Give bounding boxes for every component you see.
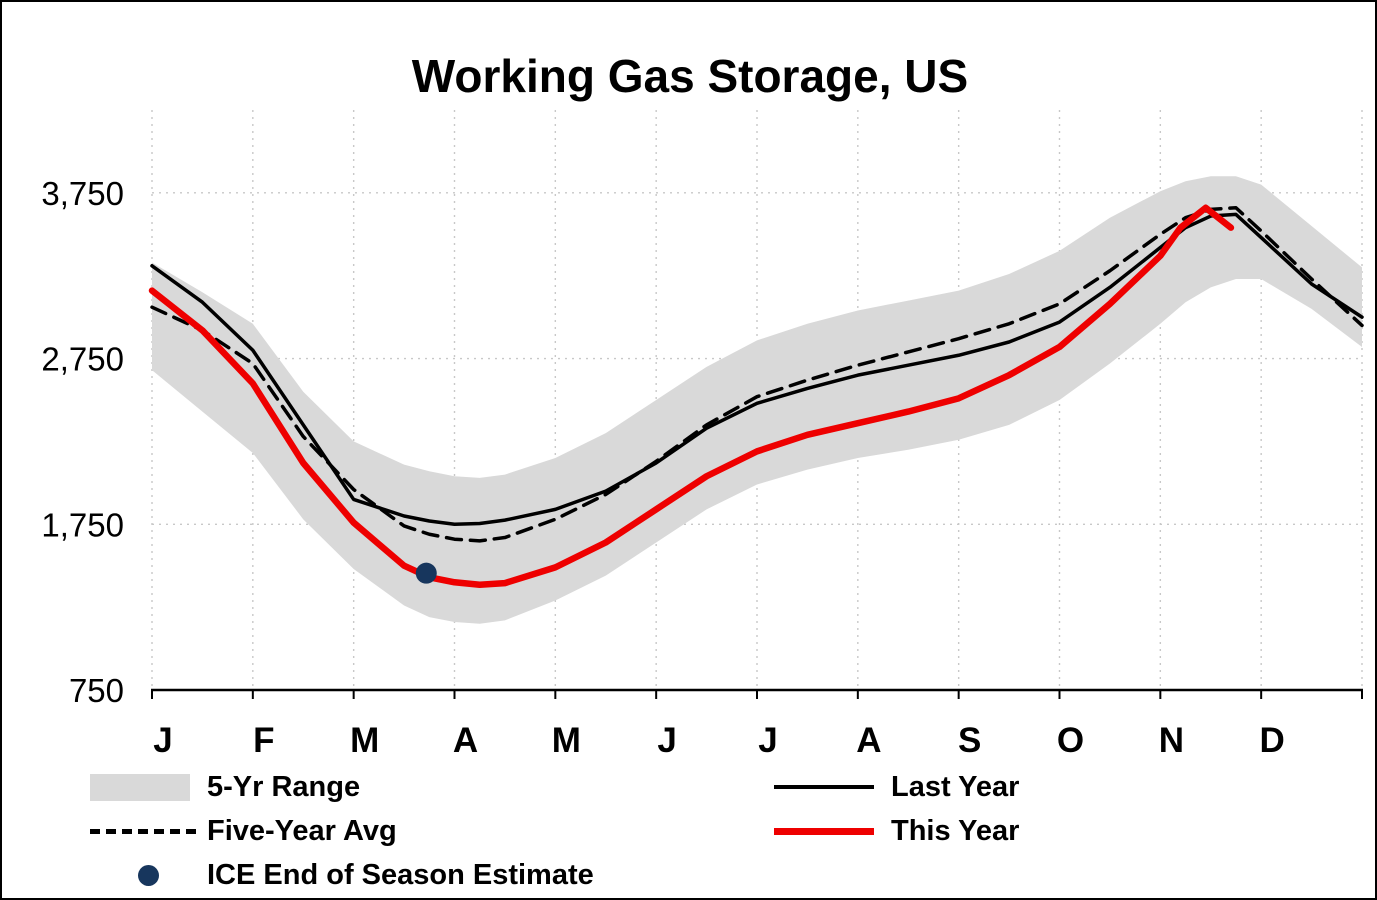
legend-label-five-year-avg: Five-Year Avg <box>207 815 397 847</box>
five-year-avg-line-swatch <box>90 828 196 834</box>
legend-item-range: 5-Yr Range <box>90 768 360 806</box>
x-axis-label: S <box>958 721 981 760</box>
x-axis-label: J <box>657 721 676 760</box>
legend-label-last-year: Last Year <box>891 771 1020 803</box>
y-axis-label: 750 <box>69 672 124 709</box>
x-axis-label: J <box>153 721 172 760</box>
x-axis-label: A <box>856 721 881 760</box>
x-axis-label: J <box>758 721 777 760</box>
x-axis-label: F <box>253 721 274 760</box>
legend-item-ice-estimate: ICE End of Season Estimate <box>90 856 594 894</box>
last-year-line-swatch <box>774 785 874 789</box>
x-axis-label: D <box>1260 721 1285 760</box>
x-axis-label: A <box>453 721 478 760</box>
x-axis-label: M <box>350 721 379 760</box>
five-year-range-band <box>152 176 1362 624</box>
legend-label-range: 5-Yr Range <box>207 771 361 803</box>
legend-item-five-year-avg: Five-Year Avg <box>90 812 397 850</box>
this-year-line-swatch <box>774 827 874 835</box>
ice-estimate-dot-swatch <box>138 864 159 886</box>
series-last-year <box>150 212 1364 527</box>
legend-label-ice-estimate: ICE End of Season Estimate <box>207 859 594 891</box>
plot-area: J F M A M J J A S O N D 750 1,750 2,750 3,750 <box>41 110 1364 760</box>
chart-title: Working Gas Storage, US <box>412 50 968 102</box>
ice-end-of-season-point <box>415 562 437 584</box>
legend-label-this-year: This Year <box>891 815 1020 847</box>
legend-item-last-year: Last Year <box>774 768 1019 806</box>
y-axis-label: 1,750 <box>41 506 124 543</box>
working-gas-storage-chart: Working Gas Storage, US J F M A M J J A S O N D 750 1… <box>41 50 1364 760</box>
y-axis-label: 3,750 <box>41 175 124 212</box>
y-axis-label: 2,750 <box>41 341 124 378</box>
x-axis-label: M <box>552 721 581 760</box>
x-axis-label: O <box>1057 721 1084 760</box>
range-swatch <box>90 773 190 801</box>
series-this-year <box>148 204 1235 589</box>
legend-item-this-year: This Year <box>774 812 1019 850</box>
x-axis-label: N <box>1159 721 1184 760</box>
